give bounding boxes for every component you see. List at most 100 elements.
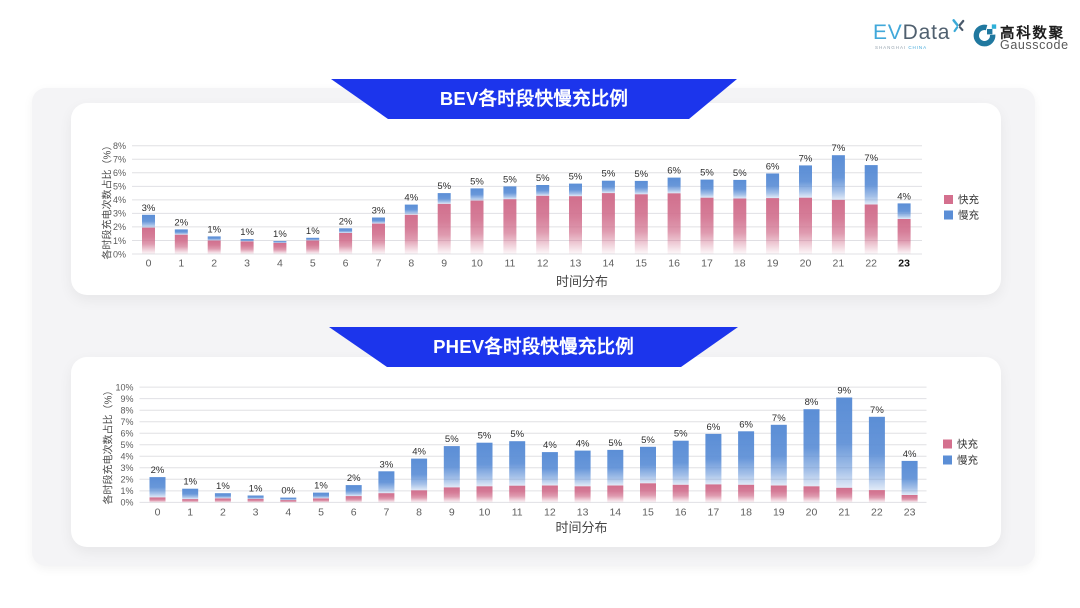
svg-text:各时段充电次数占比（%）: 各时段充电次数占比（%）	[102, 386, 115, 505]
svg-text:6%: 6%	[667, 166, 681, 177]
svg-text:7%: 7%	[864, 153, 878, 164]
svg-text:4%: 4%	[404, 193, 418, 204]
svg-text:6%: 6%	[766, 162, 780, 173]
svg-text:2%: 2%	[174, 217, 188, 228]
svg-text:5%: 5%	[569, 172, 583, 183]
svg-text:2%: 2%	[120, 475, 133, 485]
svg-text:7: 7	[376, 258, 382, 270]
svg-text:1: 1	[178, 258, 184, 270]
svg-text:9%: 9%	[837, 386, 851, 397]
svg-text:5: 5	[310, 258, 316, 270]
svg-text:9%: 9%	[120, 394, 133, 404]
svg-text:时间分布: 时间分布	[555, 520, 607, 535]
svg-text:2%: 2%	[347, 473, 361, 484]
svg-text:5%: 5%	[510, 429, 524, 440]
svg-text:15: 15	[642, 507, 654, 519]
svg-text:1%: 1%	[314, 481, 328, 492]
svg-text:1%: 1%	[240, 227, 254, 238]
svg-text:5%: 5%	[437, 181, 451, 192]
svg-text:3: 3	[253, 507, 259, 519]
svg-text:20: 20	[806, 507, 818, 519]
svg-text:4%: 4%	[903, 449, 917, 460]
svg-text:2%: 2%	[113, 222, 126, 232]
svg-text:3%: 3%	[380, 459, 394, 470]
svg-text:6: 6	[343, 258, 349, 270]
svg-text:0: 0	[146, 258, 152, 270]
svg-text:14: 14	[603, 258, 615, 270]
svg-text:1%: 1%	[120, 486, 133, 496]
svg-text:1%: 1%	[249, 484, 263, 495]
svg-text:4%: 4%	[120, 452, 133, 462]
svg-text:18: 18	[734, 258, 746, 270]
svg-text:7%: 7%	[799, 153, 813, 164]
svg-text:时间分布: 时间分布	[556, 274, 608, 289]
svg-text:7%: 7%	[870, 405, 884, 416]
svg-text:15: 15	[635, 258, 647, 270]
svg-text:5%: 5%	[478, 431, 492, 442]
svg-text:17: 17	[708, 507, 720, 519]
svg-text:18: 18	[740, 507, 752, 519]
svg-text:1%: 1%	[216, 481, 230, 492]
svg-text:16: 16	[668, 258, 680, 270]
svg-text:0%: 0%	[281, 486, 295, 497]
svg-text:17: 17	[701, 258, 713, 270]
svg-text:1%: 1%	[273, 229, 287, 240]
svg-text:0%: 0%	[113, 249, 126, 259]
svg-text:9: 9	[441, 258, 447, 270]
svg-text:7%: 7%	[113, 155, 126, 165]
svg-text:2%: 2%	[339, 216, 353, 227]
svg-text:7%: 7%	[120, 417, 133, 427]
svg-text:5%: 5%	[113, 182, 126, 192]
svg-text:6: 6	[351, 507, 357, 519]
svg-text:5%: 5%	[602, 169, 616, 180]
svg-text:5%: 5%	[445, 434, 459, 445]
svg-text:5%: 5%	[470, 176, 484, 187]
svg-text:4: 4	[277, 258, 283, 270]
svg-text:19: 19	[773, 507, 785, 519]
svg-text:12: 12	[544, 507, 556, 519]
svg-text:11: 11	[512, 507, 523, 519]
svg-text:3%: 3%	[120, 463, 133, 473]
svg-text:7%: 7%	[772, 413, 786, 424]
svg-text:快充: 快充	[957, 438, 978, 451]
svg-text:5%: 5%	[733, 168, 747, 179]
svg-text:4%: 4%	[412, 447, 426, 458]
svg-text:4%: 4%	[543, 440, 557, 451]
svg-text:13: 13	[570, 258, 582, 270]
svg-text:2%: 2%	[151, 465, 165, 476]
svg-text:10: 10	[471, 258, 483, 270]
svg-text:8%: 8%	[113, 141, 126, 151]
svg-text:7%: 7%	[832, 143, 846, 154]
svg-text:快充: 快充	[958, 193, 979, 206]
svg-text:10%: 10%	[115, 382, 133, 392]
svg-text:5%: 5%	[700, 168, 714, 179]
svg-text:4%: 4%	[576, 439, 590, 450]
svg-text:20: 20	[800, 258, 812, 270]
svg-text:21: 21	[838, 507, 850, 519]
svg-text:5%: 5%	[503, 174, 517, 185]
svg-text:1%: 1%	[306, 226, 320, 237]
svg-text:5%: 5%	[536, 173, 550, 184]
svg-text:慢充: 慢充	[957, 454, 978, 467]
svg-text:5%: 5%	[608, 438, 622, 449]
svg-text:6%: 6%	[113, 168, 126, 178]
svg-text:10: 10	[479, 507, 491, 519]
svg-text:3: 3	[244, 258, 250, 270]
svg-text:7: 7	[383, 507, 389, 519]
svg-text:2: 2	[220, 507, 226, 519]
svg-text:6%: 6%	[120, 429, 133, 439]
svg-text:8: 8	[416, 507, 422, 519]
svg-text:4%: 4%	[113, 195, 126, 205]
svg-text:4%: 4%	[897, 191, 911, 202]
svg-text:14: 14	[609, 507, 621, 519]
svg-text:0: 0	[155, 507, 161, 519]
svg-text:1%: 1%	[183, 477, 197, 488]
svg-text:5%: 5%	[634, 169, 648, 180]
svg-text:23: 23	[904, 507, 916, 519]
svg-text:2: 2	[211, 258, 217, 270]
svg-text:3%: 3%	[113, 209, 126, 219]
svg-text:5%: 5%	[641, 435, 655, 446]
svg-text:3%: 3%	[142, 203, 156, 214]
svg-text:19: 19	[767, 258, 779, 270]
svg-text:1%: 1%	[207, 224, 221, 235]
